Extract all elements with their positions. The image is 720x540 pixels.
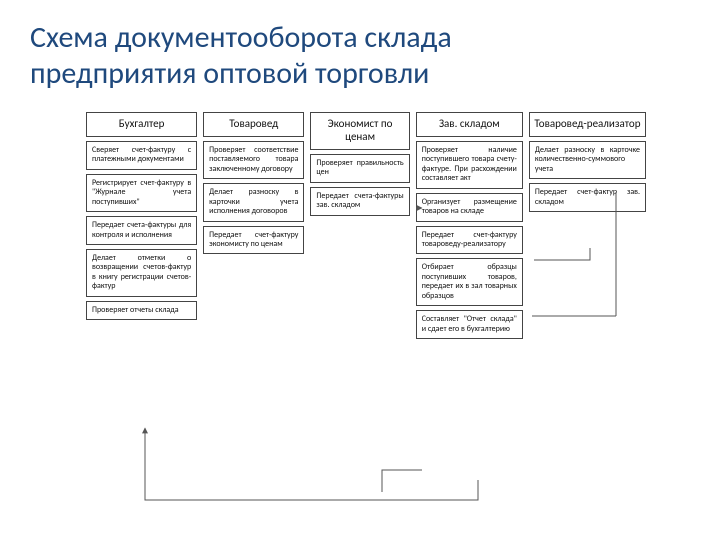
task-box: Делает разноску в карточке количественно…	[529, 141, 646, 179]
task-box: Проверяет отчеты склада	[86, 301, 197, 320]
columns-row: Бухгалтер Сверяет счет-фактуру с платежн…	[86, 112, 646, 339]
col-header: Экономист по ценам	[310, 112, 409, 150]
column-bukhgalter: Бухгалтер Сверяет счет-фактуру с платежн…	[86, 112, 197, 320]
task-box: Сверяет счет-фактуру с платежными докуме…	[86, 141, 197, 170]
title-line-2: предприятия оптовой торговли	[30, 55, 429, 92]
task-box: Передает счет-фактур зав. складом	[529, 183, 646, 212]
column-zav-skladom: Зав. складом Проверяет наличие поступивш…	[416, 112, 523, 339]
task-box: Передает счет-фактуру экономисту по цена…	[203, 226, 304, 255]
column-tovaroved-realizator: Товаровед-реализатор Делает разноску в к…	[529, 112, 646, 212]
task-box: Составляет "Отчет склада" и сдает его в …	[416, 310, 523, 339]
page-title: Схема документооборота склада предприяти…	[30, 20, 670, 92]
task-box: Передает счета-фактуры для контроля и ис…	[86, 216, 197, 245]
task-box: Организует размещение товаров на складе	[416, 193, 523, 222]
task-box: Отбирает образцы поступивших товаров, пе…	[416, 258, 523, 306]
task-box: Делает разноску в карточки учета исполне…	[203, 183, 304, 221]
column-tovaroved: Товаровед Проверяет соответствие поставл…	[203, 112, 304, 254]
task-box: Передает счета-фактуры зав. складом	[310, 187, 409, 216]
flow-diagram: Бухгалтер Сверяет счет-фактуру с платежн…	[86, 112, 646, 339]
column-ekonomist: Экономист по ценам Проверяет правильност…	[310, 112, 409, 216]
col-header: Товаровед	[203, 112, 304, 137]
col-header: Бухгалтер	[86, 112, 197, 137]
col-header: Товаровед-реализатор	[529, 112, 646, 137]
title-line-1: Схема документооборота склада	[30, 19, 452, 56]
task-box: Проверяет соответствие поставляемого тов…	[203, 141, 304, 179]
task-box: Делает отметки о возвращении счетов-факт…	[86, 249, 197, 297]
task-box: Проверяет правильность цен	[310, 154, 409, 183]
task-box: Передает счет-фактуру товароведу-реализа…	[416, 226, 523, 255]
task-box: Регистрирует счет-фактуру в "Журнале уче…	[86, 174, 197, 212]
col-header: Зав. складом	[416, 112, 523, 137]
task-box: Проверяет наличие поступившего товара сч…	[416, 141, 523, 189]
